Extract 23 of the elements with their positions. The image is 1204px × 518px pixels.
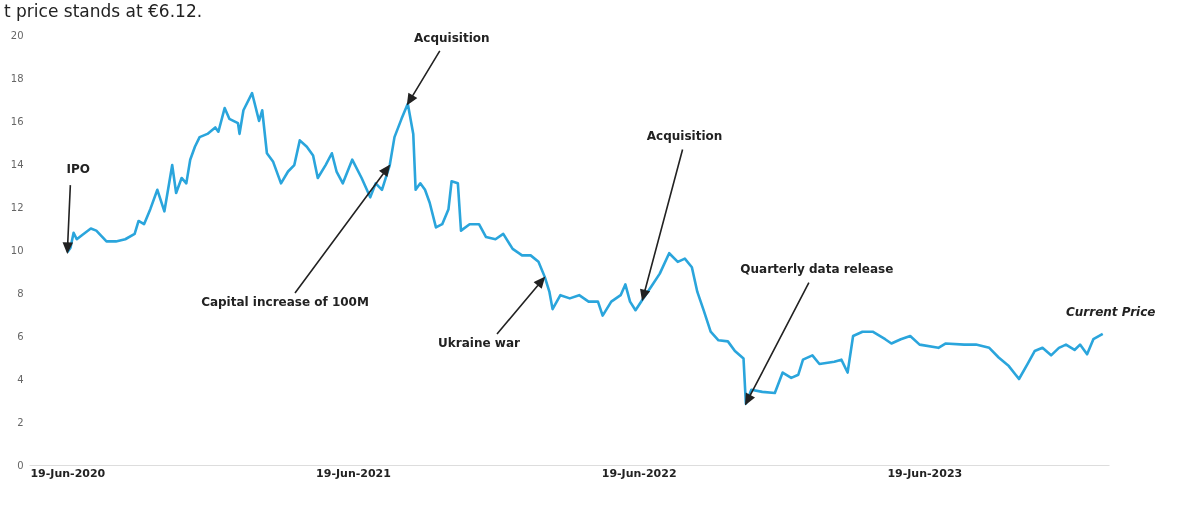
y-tick-label: 4 [17,373,24,385]
y-tick-label: 20 [10,29,24,41]
y-tick-label: 8 [17,287,24,299]
y-tick-label: 2 [17,416,24,428]
y-tick-label: 12 [10,201,24,213]
x-tick-label: 19-Jun-2020 [30,466,106,480]
y-tick-label: 10 [10,244,24,256]
annotation: Capital increase of 100M [201,295,369,309]
annotation: Current Price [1065,304,1156,319]
annotation: Quarterly data release [740,261,894,276]
y-tick-label: 18 [10,72,24,84]
x-tick-label: 19-Jun-2023 [887,466,963,480]
annotation: Acquisition [646,129,723,144]
annotation: Ukraine war [438,336,520,350]
y-tick-label: 0 [17,459,24,471]
y-tick-label: 6 [17,330,24,342]
x-tick-label: 19-Jun-2022 [601,466,677,480]
x-tick-label: 19-Jun-2021 [316,466,391,480]
annotation: IPO [66,162,91,177]
text: t price stands at €6.12. [3,0,204,23]
annotation: Acquisition [414,30,490,45]
y-tick-label: 16 [10,115,24,127]
y-tick-label: 14 [10,158,24,170]
